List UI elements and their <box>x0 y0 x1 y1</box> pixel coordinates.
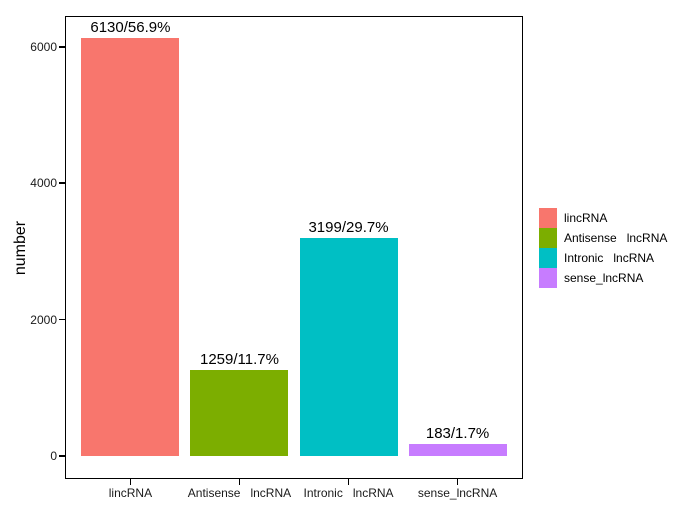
legend-swatch <box>539 228 557 248</box>
y-axis-title: number <box>12 220 29 276</box>
x-tick <box>456 479 459 485</box>
y-tick-label: 2000 <box>30 312 57 327</box>
legend-item: Antisense lncRNA <box>539 228 667 248</box>
legend-label: Intronic lncRNA <box>564 251 655 265</box>
x-tick-label: lincRNA <box>108 486 153 500</box>
legend-swatch <box>539 248 557 268</box>
legend-label: Antisense lncRNA <box>564 231 668 245</box>
plot-panel <box>65 16 523 479</box>
legend-swatch <box>539 208 557 228</box>
legend: lincRNA Antisense lncRNA Intronic lncRNA se… <box>539 208 667 288</box>
legend-label: lincRNA <box>564 211 608 225</box>
legend-item: sense_lncRNA <box>539 268 667 288</box>
legend-label: sense_lncRNA <box>564 271 644 285</box>
y-tick-label: 4000 <box>30 176 57 191</box>
legend-item: lincRNA <box>539 208 667 228</box>
x-tick-label: sense_lncRNA <box>417 486 498 500</box>
x-tick <box>238 479 241 485</box>
y-tick-label: 0 <box>50 449 57 463</box>
x-tick-label: Intronic lncRNA <box>303 486 394 500</box>
x-tick <box>347 479 350 485</box>
legend-swatch <box>539 268 557 288</box>
legend-item: Intronic lncRNA <box>539 248 667 268</box>
x-tick <box>129 479 132 485</box>
y-tick-label: 6000 <box>30 39 57 54</box>
x-tick-label: Antisense lncRNA <box>187 486 292 500</box>
